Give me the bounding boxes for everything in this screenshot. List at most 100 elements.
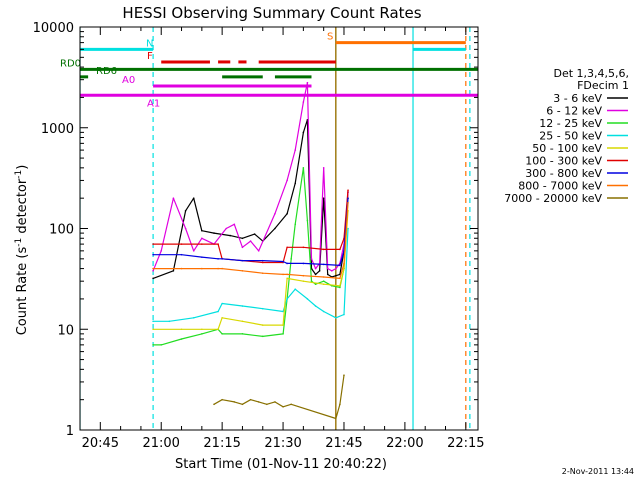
series-1-point-10 (249, 240, 252, 242)
series-line-6 (153, 198, 349, 266)
series-2-point-11 (294, 223, 297, 226)
series-7-point-3 (217, 267, 219, 270)
series-8-point-6 (266, 403, 268, 406)
series-3-point-3 (217, 310, 219, 313)
footer-timestamp: 2-Nov-2011 13:44 (562, 467, 634, 476)
series-6-point-3 (217, 258, 219, 260)
series-3-point-9 (294, 288, 297, 290)
series-0-point-10 (274, 227, 276, 230)
x-tick-label: 21:00 (142, 436, 179, 451)
series-1-point-4 (192, 250, 195, 252)
series-7-point-6 (261, 272, 264, 275)
series-4-point-12 (343, 267, 345, 270)
series-0-point-1 (172, 270, 175, 272)
series-8-point-0 (213, 403, 215, 406)
plot-inner (80, 27, 471, 430)
series-0-point-19 (326, 273, 329, 276)
series-1-point-7 (225, 227, 228, 230)
y-axis-label-end: ) (15, 165, 30, 170)
series-7-point-5 (241, 270, 244, 272)
series-4-point-4 (221, 316, 223, 319)
series-3-point-5 (241, 305, 244, 307)
series-3-point-14 (343, 313, 345, 316)
series-2-point-5 (221, 333, 223, 335)
series-0-point-0 (152, 277, 154, 280)
series-1-point-15 (302, 101, 305, 103)
x-tick-label: 22:00 (386, 436, 423, 451)
series-6-point-10 (322, 263, 325, 266)
series-6-point-9 (302, 262, 305, 265)
series-2-point-7 (261, 335, 264, 338)
x-tick-label: 22:15 (447, 436, 484, 451)
series-1-point-12 (274, 212, 276, 215)
series-0-point-12 (294, 182, 297, 185)
series-4-point-0 (152, 328, 154, 331)
y-axis-label: Count Rate (s-1 detector-1) (14, 165, 30, 336)
series-3-point-15 (347, 227, 349, 230)
series-1-point-13 (286, 179, 288, 182)
series-8-point-10 (335, 417, 337, 420)
series-4-point-7 (282, 324, 284, 326)
x-axis-label: Start Time (01-Nov-11 20:40:22) (175, 457, 387, 472)
series-6-point-2 (201, 256, 203, 258)
series-1-point-5 (201, 237, 203, 240)
series-4-point-8 (286, 277, 288, 280)
series-0-point-8 (253, 233, 256, 235)
legend-label: 12 - 25 keV (539, 117, 602, 130)
series-8-point-12 (343, 374, 345, 376)
series-5-point-3 (217, 243, 219, 245)
series-3-point-10 (306, 298, 309, 300)
series-4-point-11 (339, 284, 341, 287)
series-8-point-8 (282, 405, 284, 408)
series-6-point-6 (261, 259, 264, 262)
series-0-point-21 (335, 274, 337, 277)
x-tick-label: 20:45 (82, 436, 119, 451)
series-7-point-10 (322, 276, 325, 278)
series-line-2 (153, 167, 349, 346)
series-1-point-14 (294, 149, 297, 151)
series-line-1 (152, 82, 349, 272)
flag-label-a0: A0 (122, 75, 135, 86)
series-1-point-23 (335, 267, 337, 270)
y-tick-label: 1000 (41, 122, 74, 137)
plot-area (80, 27, 471, 430)
series-7-point-4 (221, 267, 223, 270)
flag-label-n: N (146, 38, 153, 49)
series-6-point-8 (286, 262, 288, 265)
series-0-point-16 (314, 273, 317, 276)
series-2-point-6 (241, 333, 244, 335)
y-tick-label: 10 (57, 323, 74, 338)
series-2-point-13 (306, 219, 309, 222)
series-6-point-0 (152, 253, 154, 256)
x-tick-label: 21:15 (203, 436, 240, 451)
series-1-point-8 (233, 223, 236, 226)
series-line-8 (213, 375, 345, 420)
series-7-point-1 (180, 267, 183, 270)
legend-label: 800 - 7000 keV (518, 180, 602, 193)
series-8-point-7 (274, 401, 276, 403)
series-0-point-7 (241, 237, 244, 240)
legend-header: Det 1,3,4,5,6, (553, 67, 629, 80)
legend-label: 300 - 800 keV (525, 167, 602, 180)
series-3-point-12 (322, 310, 325, 313)
legend-label: 100 - 300 keV (525, 155, 602, 168)
series-1-point-9 (241, 246, 244, 249)
series-7-point-12 (343, 262, 345, 265)
series-7-point-11 (339, 277, 341, 280)
series-3-point-6 (261, 307, 264, 310)
legend-label: 3 - 6 keV (553, 92, 602, 105)
series-1-point-21 (326, 267, 329, 270)
series-7-point-8 (286, 273, 288, 276)
series-8-point-3 (241, 403, 244, 406)
series-line-4 (153, 210, 349, 330)
series-2-point-10 (290, 258, 292, 260)
series-4-point-10 (322, 283, 325, 285)
flag-label-a1: A1 (147, 98, 160, 109)
series-5-point-0 (152, 243, 154, 245)
series-2-point-14 (310, 280, 313, 282)
series-1-point-1 (160, 250, 163, 252)
series-1-point-18 (314, 267, 317, 270)
x-tick-label: 21:45 (325, 436, 362, 451)
